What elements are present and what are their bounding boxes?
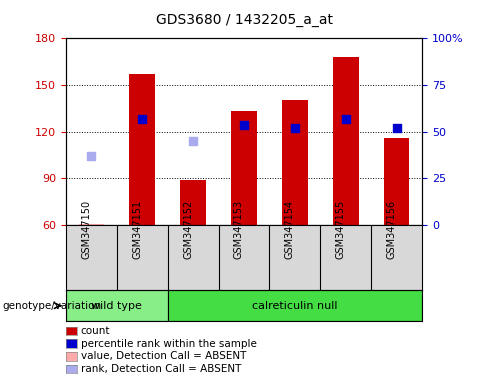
Bar <box>66 290 168 321</box>
Text: GSM347152: GSM347152 <box>183 200 193 260</box>
Point <box>342 116 350 122</box>
Text: GDS3680 / 1432205_a_at: GDS3680 / 1432205_a_at <box>156 13 332 27</box>
Text: rank, Detection Call = ABSENT: rank, Detection Call = ABSENT <box>81 364 241 374</box>
Bar <box>282 101 307 225</box>
Point <box>291 125 299 131</box>
Bar <box>333 57 359 225</box>
Text: GSM347153: GSM347153 <box>234 200 244 260</box>
Point <box>138 116 146 122</box>
Bar <box>384 138 409 225</box>
Text: calreticulin null: calreticulin null <box>252 301 338 311</box>
Text: genotype/variation: genotype/variation <box>2 301 102 311</box>
Bar <box>231 111 257 225</box>
Bar <box>181 180 206 225</box>
Text: percentile rank within the sample: percentile rank within the sample <box>81 339 256 349</box>
Bar <box>129 74 155 225</box>
Text: GSM347156: GSM347156 <box>386 200 397 260</box>
Bar <box>168 290 422 321</box>
Text: count: count <box>81 326 110 336</box>
Point <box>393 125 401 131</box>
Point <box>87 153 95 159</box>
Text: wild type: wild type <box>91 301 142 311</box>
Text: GSM347151: GSM347151 <box>132 200 142 260</box>
Text: value, Detection Call = ABSENT: value, Detection Call = ABSENT <box>81 351 246 361</box>
Text: GSM347155: GSM347155 <box>336 200 346 260</box>
Bar <box>79 224 104 225</box>
Text: GSM347154: GSM347154 <box>285 200 295 260</box>
Point <box>240 122 248 128</box>
Text: GSM347150: GSM347150 <box>81 200 91 260</box>
Point <box>189 138 197 144</box>
